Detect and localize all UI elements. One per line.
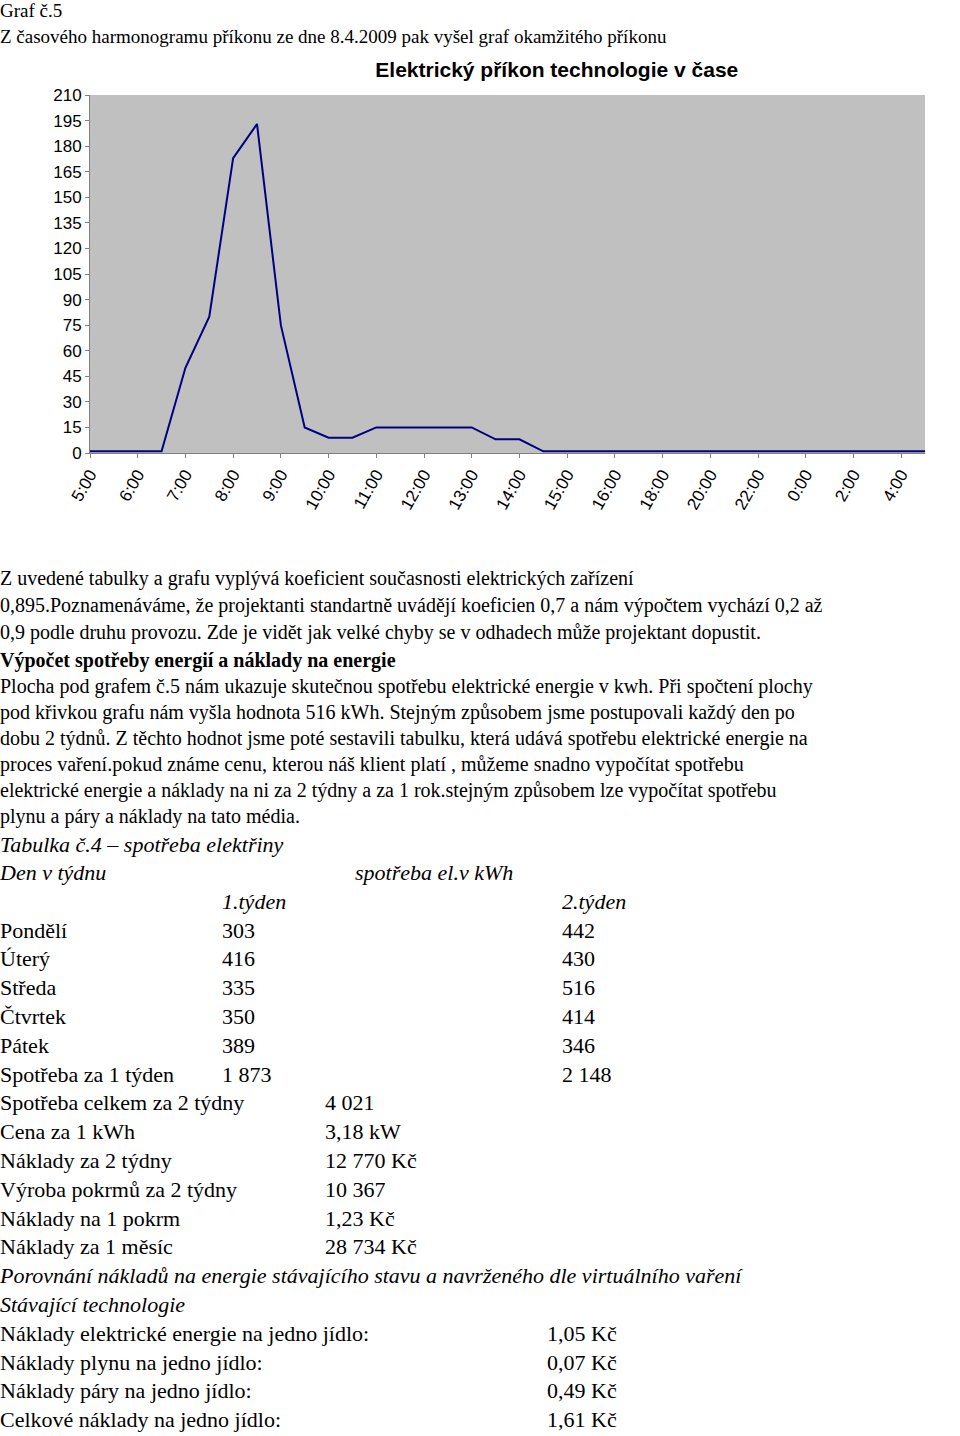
html-text:Úterý: Úterý <box>0 946 51 971</box>
html-text:Středa: Středa <box>0 975 57 1000</box>
html-text:0,9 podle druhu provozu. Zde j: 0,9 podle druhu provozu. Zde je vidět ja… <box>0 621 761 643</box>
html-text:1 873: 1 873 <box>222 1062 272 1087</box>
svg-text:8:00: 8:00 <box>211 467 244 505</box>
html-text:Náklady plynu na jedno jídlo:: Náklady plynu na jedno jídlo: <box>0 1350 263 1375</box>
svg-text:11:00: 11:00 <box>350 467 387 512</box>
svg-text:20:00: 20:00 <box>683 467 721 513</box>
html-text:346: 346 <box>562 1033 595 1058</box>
svg-text:60: 60 <box>63 342 82 361</box>
html-text:pod křivkou grafu nám vyšla ho: pod křivkou grafu nám vyšla hodnota 516 … <box>0 701 795 723</box>
svg-text:12:00: 12:00 <box>397 467 435 513</box>
html-text:Výpočet spotřeby energií a nák: Výpočet spotřeby energií a náklady na en… <box>0 649 396 671</box>
html-text:1.týden: 1.týden <box>222 889 287 914</box>
svg-text:Elektrický příkon technologie: Elektrický příkon technologie v čase <box>375 58 738 81</box>
html-text:dobu 2 týdnů. Z těchto hodnot: dobu 2 týdnů. Z těchto hodnot jsme poté … <box>0 727 808 749</box>
svg-text:120: 120 <box>53 239 81 258</box>
html-text:elektrické energie a náklady n: elektrické energie a náklady na ni za 2 … <box>0 779 777 801</box>
html-text:Pátek: Pátek <box>0 1033 49 1058</box>
html-text:plynu a páry a náklady na tato: plynu a páry a náklady na tato média. <box>0 805 300 827</box>
html-text:proces vaření.pokud známe cenu: proces vaření.pokud známe cenu, kterou n… <box>0 753 744 775</box>
svg-text:15:00: 15:00 <box>540 467 578 513</box>
html-text:Tabulka č.4 – spotřeba elektři: Tabulka č.4 – spotřeba elektřiny <box>0 832 284 857</box>
html-text:Graf č.5: Graf č.5 <box>0 0 63 21</box>
html-text:350: 350 <box>222 1004 255 1029</box>
svg-text:7:00: 7:00 <box>163 467 196 505</box>
svg-text:90: 90 <box>63 291 82 310</box>
svg-text:105: 105 <box>53 265 81 284</box>
html-text:spotřeba el.v kWh: spotřeba el.v kWh <box>355 860 514 885</box>
html-text:2 148: 2 148 <box>562 1062 612 1087</box>
html-text:Pondělí: Pondělí <box>0 918 68 943</box>
html-text:2.týden: 2.týden <box>562 889 627 914</box>
svg-text:2:00: 2:00 <box>831 467 864 505</box>
html-text:4 021: 4 021 <box>325 1090 375 1115</box>
html-text:Celkové náklady na jedno jídlo: Celkové náklady na jedno jídlo: <box>0 1407 282 1432</box>
html-text:Z časového harmonogramu příkon: Z časového harmonogramu příkonu ze dne 8… <box>0 26 667 47</box>
html-text:389: 389 <box>222 1033 255 1058</box>
html-text:Výroba pokrmů za 2 týdny: Výroba pokrmů za 2 týdny <box>0 1177 238 1202</box>
html-text:0,49 Kč: 0,49 Kč <box>547 1378 617 1403</box>
html-text:Cena za 1 kWh: Cena za 1 kWh <box>0 1119 135 1144</box>
svg-text:15: 15 <box>63 418 82 437</box>
svg-text:45: 45 <box>63 367 82 386</box>
html-text:Náklady na 1 pokrm: Náklady na 1 pokrm <box>0 1206 181 1231</box>
html-text:416: 416 <box>222 946 255 971</box>
svg-text:150: 150 <box>53 188 81 207</box>
svg-text:5:00: 5:00 <box>68 467 101 505</box>
html-text:516: 516 <box>562 975 595 1000</box>
svg-text:14:00: 14:00 <box>493 467 531 513</box>
svg-text:135: 135 <box>53 214 81 233</box>
svg-text:16:00: 16:00 <box>588 467 626 513</box>
svg-text:195: 195 <box>53 112 81 131</box>
html-text:Z uvedené tabulky a grafu vypl: Z uvedené tabulky a grafu vyplývá koefic… <box>0 567 634 589</box>
html-text:Náklady za 1 měsíc: Náklady za 1 měsíc <box>0 1234 173 1259</box>
html-text:0,07 Kč: 0,07 Kč <box>547 1350 617 1375</box>
html-text:Plocha pod grafem č.5 nám ukaz: Plocha pod grafem č.5 nám ukazuje skuteč… <box>0 675 813 697</box>
svg-text:180: 180 <box>53 137 81 156</box>
html-text:Den v týdnu: Den v týdnu <box>0 860 107 885</box>
html-text:1,23 Kč: 1,23 Kč <box>325 1206 395 1231</box>
html-text:Porovnání nákladů na energie s: Porovnání nákladů na energie stávajícího… <box>0 1263 742 1288</box>
html-text:303: 303 <box>222 918 255 943</box>
svg-text:210: 210 <box>53 86 81 105</box>
html-text:Náklady elektrické energie na: Náklady elektrické energie na jedno jídl… <box>0 1321 370 1346</box>
svg-text:10:00: 10:00 <box>302 467 340 513</box>
svg-text:0: 0 <box>72 444 81 463</box>
svg-text:0:00: 0:00 <box>784 467 817 505</box>
html-text:442: 442 <box>562 918 595 943</box>
html-text:1,05 Kč: 1,05 Kč <box>547 1321 617 1346</box>
svg-text:75: 75 <box>63 316 82 335</box>
html-text:414: 414 <box>562 1004 595 1029</box>
html-text:1,61 Kč: 1,61 Kč <box>547 1407 617 1432</box>
svg-text:4:00: 4:00 <box>879 467 912 505</box>
svg-text:165: 165 <box>53 163 81 182</box>
html-text:Náklady za 2 týdny: Náklady za 2 týdny <box>0 1148 172 1173</box>
html-text:28 734 Kč: 28 734 Kč <box>325 1234 417 1259</box>
svg-text:18:00: 18:00 <box>636 467 674 513</box>
html-text:0,895.Poznamenáváme, že projek: 0,895.Poznamenáváme, že projektanti stan… <box>0 594 823 616</box>
html-text:3,18 kW: 3,18 kW <box>325 1119 401 1144</box>
svg-text:9:00: 9:00 <box>259 467 292 505</box>
html-text:Stávající technologie: Stávající technologie <box>0 1292 186 1317</box>
html-text:12 770 Kč: 12 770 Kč <box>325 1148 417 1173</box>
html-text:10 367: 10 367 <box>325 1177 386 1202</box>
html-text:Spotřeba za 1 týden: Spotřeba za 1 týden <box>0 1062 175 1087</box>
svg-text:22:00: 22:00 <box>731 467 769 513</box>
svg-text:13:00: 13:00 <box>445 467 483 513</box>
html-text:335: 335 <box>222 975 255 1000</box>
svg-text:6:00: 6:00 <box>116 467 149 505</box>
html-text:430: 430 <box>562 946 595 971</box>
html-text:Náklady páry na jedno jídlo:: Náklady páry na jedno jídlo: <box>0 1378 252 1403</box>
html-text:Čtvrtek: Čtvrtek <box>0 1004 66 1029</box>
html-text:Spotřeba celkem za 2 týdny: Spotřeba celkem za 2 týdny <box>0 1090 245 1115</box>
svg-text:30: 30 <box>63 393 82 412</box>
